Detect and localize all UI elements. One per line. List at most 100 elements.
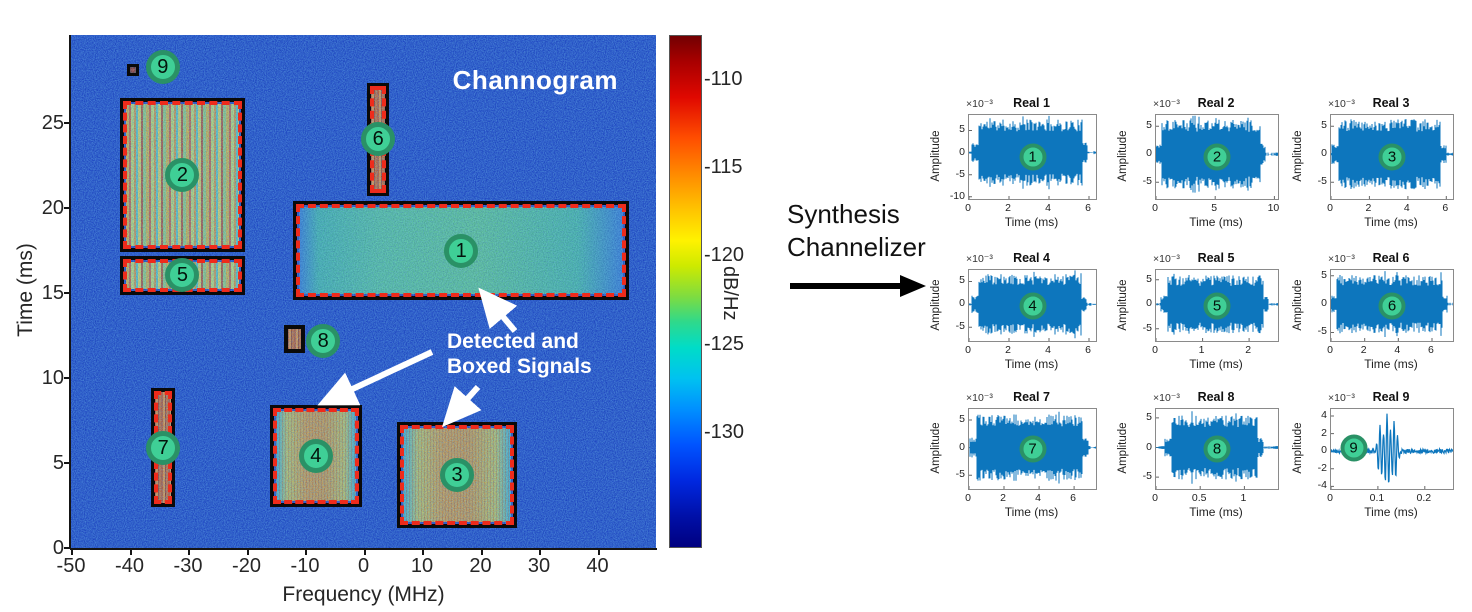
x-tick-2: 2 xyxy=(1360,344,1367,356)
colorbar-label: dB/Hz xyxy=(719,266,741,321)
y-axis-exponent: ×10⁻³ xyxy=(966,98,993,110)
real-plot-title: Real 6 xyxy=(1372,251,1410,265)
channogram-y-axis-label: Time (ms) xyxy=(14,243,37,337)
real-plot-7-marker: 7 xyxy=(1019,435,1046,463)
y-tick--5: -5 xyxy=(955,468,965,481)
channogram-plot: Channogram Detected and Boxed Signals 1 2… xyxy=(71,35,656,548)
x-tick-10: 10 xyxy=(1267,202,1280,214)
y-tick-0: 0 xyxy=(1146,147,1152,160)
real-plot-3-marker: 3 xyxy=(1378,143,1406,171)
x-tick--50: -50 xyxy=(56,555,86,577)
x-tick-0: 0 xyxy=(1152,202,1158,214)
x-tick-0.1: 0.1 xyxy=(1369,492,1385,504)
y-tick-5: 5 xyxy=(1321,268,1327,281)
y-axis-exponent: ×10⁻³ xyxy=(966,392,993,404)
signal-6-marker: 6 xyxy=(361,122,396,157)
y-tick-5: 5 xyxy=(1146,119,1152,132)
real-plot-1: ×10⁻³ Real 1 Amplitude 5 0 -5 -10 0 2 4 6 Time (ms)… xyxy=(928,96,1104,229)
real-plot-2-marker: 2 xyxy=(1203,143,1231,171)
y-tick-5: 5 xyxy=(959,123,965,136)
y-tickmark-10 xyxy=(64,377,70,380)
signal-7-marker: 7 xyxy=(146,430,181,465)
y-tick--2: -2 xyxy=(1317,461,1327,474)
signal-waveform xyxy=(1155,273,1279,341)
x-tick-4: 4 xyxy=(1035,492,1041,504)
colorbar-tick--130: -130 xyxy=(704,420,745,443)
x-tick-0: 0 xyxy=(1327,344,1333,356)
y-tickmark-0 xyxy=(64,547,70,549)
real-plot-9: ×10⁻³ Real 9 Amplitude 4 2 0 -2 -4 0 0.1 0.2 Time (… xyxy=(1290,390,1466,522)
real-plot-8: ×10⁻³ Real 8 Amplitude 5 0 -5 0 0.5 1 Time (ms) 8 xyxy=(1115,390,1291,522)
x-tick-0.2: 0.2 xyxy=(1416,492,1432,504)
y-tick--4: -4 xyxy=(1317,479,1327,492)
x-tick-0: 0 xyxy=(965,202,971,214)
time-axis-label: Time (ms) xyxy=(1364,357,1418,371)
x-tick-6: 6 xyxy=(1442,202,1449,214)
channogram-y-axis-line xyxy=(69,35,71,549)
annotation-arrows xyxy=(317,287,518,428)
real-plot-title: Real 9 xyxy=(1372,390,1410,404)
plot-axes: 2 xyxy=(1155,114,1279,200)
y-tick--5: -5 xyxy=(955,167,965,180)
y-tick-0: 0 xyxy=(1321,297,1327,310)
plot-axes: 7 xyxy=(968,408,1097,490)
x-tick-6: 6 xyxy=(1085,202,1091,214)
x-tick-4: 4 xyxy=(1403,202,1410,214)
real-plot-2: ×10⁻³ Real 2 Amplitude 5 0 -5 0 5 10 Time (ms) 2 xyxy=(1115,96,1291,229)
x-tick-4: 4 xyxy=(1045,344,1051,356)
x-tick-1: 1 xyxy=(1240,492,1247,504)
real-plot-title: Real 7 xyxy=(1013,390,1050,404)
time-axis-label: Time (ms) xyxy=(1004,505,1059,519)
real-plot-title: Real 5 xyxy=(1197,251,1235,265)
plot-axes: 5 xyxy=(1155,269,1279,342)
y-tick-0: 0 xyxy=(1146,297,1152,310)
y-tick-0: 0 xyxy=(52,537,64,559)
y-axis-exponent: ×10⁻³ xyxy=(1328,392,1355,404)
channogram-y-tick-labels: 0 5 10 15 20 25 xyxy=(0,35,64,559)
time-axis-label: Time (ms) xyxy=(1364,505,1418,519)
y-tick-0: 0 xyxy=(959,440,965,453)
y-tick--10: -10 xyxy=(949,189,965,202)
y-tick-5: 5 xyxy=(52,452,64,475)
y-tick-0: 0 xyxy=(959,145,965,158)
y-tick-4: 4 xyxy=(1321,409,1327,422)
plot-axes: 1 xyxy=(968,114,1097,200)
signal-waveform xyxy=(968,115,1097,199)
right-arrow-icon xyxy=(790,275,926,297)
x-tick-0: 0 xyxy=(965,344,971,356)
x-tick-0: 0 xyxy=(1327,492,1333,504)
signal-1-marker: 1 xyxy=(444,233,479,268)
signal-5-marker: 5 xyxy=(165,258,200,293)
channogram-x-tick-labels: -50 -40 -30 -20 -10 0 10 20 30 40 xyxy=(57,555,656,579)
real-plot-title: Real 2 xyxy=(1197,96,1235,110)
x-tick-40: 40 xyxy=(586,555,609,577)
x-tickmark--30 xyxy=(188,549,190,555)
x-tick-2: 2 xyxy=(1005,344,1011,356)
channogram-title: Channogram xyxy=(452,65,618,95)
y-axis-exponent: ×10⁻³ xyxy=(1328,98,1355,110)
y-tickmark-5 xyxy=(64,462,70,465)
y-tick--5: -5 xyxy=(1142,470,1152,483)
x-tickmark--10 xyxy=(305,549,307,555)
colorbar-tick--120: -120 xyxy=(704,244,745,267)
x-tickmark-20 xyxy=(480,549,483,555)
y-tick-5: 5 xyxy=(1146,272,1152,285)
x-tick-4: 4 xyxy=(1394,344,1401,356)
real-plot-5: ×10⁻³ Real 5 Amplitude 5 0 -5 0 1 2 Time (ms) 5 xyxy=(1115,251,1291,383)
time-axis-label: Time (ms) xyxy=(1004,357,1059,371)
y-tick-5: 5 xyxy=(959,274,965,287)
plot-axes: 8 xyxy=(1155,408,1279,490)
synthesis-label-line1: Synthesis xyxy=(787,199,900,229)
x-tick-6: 6 xyxy=(1085,344,1091,356)
signal-9-marker: 9 xyxy=(145,50,180,85)
y-tick-5: 5 xyxy=(1146,410,1152,423)
annotation-line-1: Detected and xyxy=(447,330,579,353)
y-tick-0: 0 xyxy=(1146,440,1152,453)
y-axis-exponent: ×10⁻³ xyxy=(1153,253,1180,265)
y-tick-0: 0 xyxy=(959,297,965,310)
real-plot-1-marker: 1 xyxy=(1019,143,1046,171)
y-tick-10: 10 xyxy=(41,367,64,390)
time-axis-label: Time (ms) xyxy=(1004,215,1059,229)
x-tickmark--20 xyxy=(246,549,249,555)
